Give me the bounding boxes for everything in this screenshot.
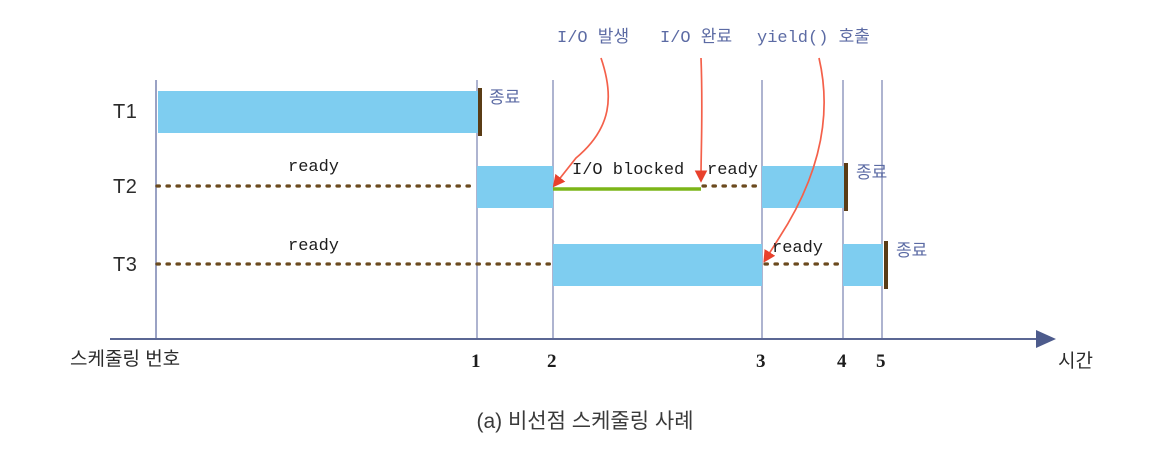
t2-running-bar-1 <box>477 166 553 208</box>
t3-running-bar-1 <box>553 244 762 286</box>
tick-1: 1 <box>471 351 481 372</box>
tick-2: 2 <box>547 351 557 372</box>
thread-label-t2: T2 <box>113 176 138 198</box>
tick-5: 5 <box>876 351 886 372</box>
y-axis-title: 스케줄링 번호 <box>70 349 181 370</box>
arrow-yield-call <box>763 57 825 263</box>
figure-caption: (a) 비선점 스케줄링 사례 <box>476 410 694 433</box>
t1-end-label: 종료 <box>489 88 521 107</box>
t3-ready-label-1: ready <box>288 237 340 256</box>
t3-ready-label-2: ready <box>772 239 824 258</box>
annotation-io-complete: I/O 완료 <box>660 29 733 48</box>
t2-ready-label-1: ready <box>288 158 340 177</box>
annotation-io-occurred: I/O 발생 <box>557 29 630 48</box>
tick-3: 3 <box>756 351 766 372</box>
annotation-arrows <box>552 57 825 263</box>
t2-ready-label-2: ready <box>707 161 759 180</box>
arrow-io-occurred <box>552 57 610 188</box>
t3-running-bar-2 <box>843 244 883 286</box>
x-axis-title: 시간 <box>1058 351 1093 372</box>
t3-end-label: 종료 <box>896 241 928 260</box>
annotation-yield-call: yield() 호출 <box>757 29 870 48</box>
arrow-io-complete <box>694 57 708 183</box>
thread-label-t3: T3 <box>113 254 138 276</box>
t2-io-blocked-label: I/O blocked <box>572 161 685 180</box>
t1-running-bar <box>158 91 478 133</box>
thread-label-t1: T1 <box>113 101 138 123</box>
tick-4: 4 <box>837 351 847 372</box>
track-t2 <box>155 163 848 211</box>
track-t3 <box>155 241 888 289</box>
t2-running-bar-2 <box>762 166 844 208</box>
track-t1 <box>158 88 482 136</box>
t2-end-label: 종료 <box>856 163 888 182</box>
